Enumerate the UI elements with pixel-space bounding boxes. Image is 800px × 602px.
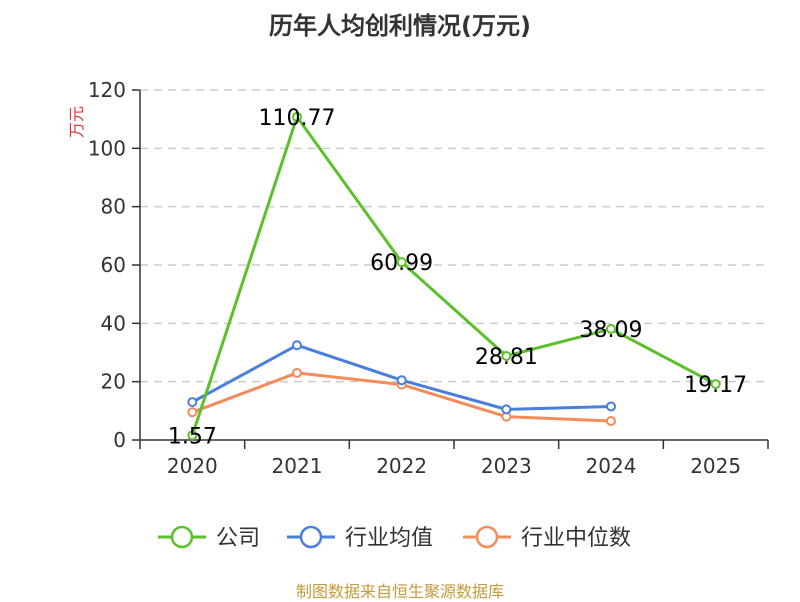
data-point: [396, 375, 407, 386]
data-point: [606, 323, 616, 334]
data-point: [501, 404, 512, 415]
legend-label: 行业均值: [345, 526, 433, 551]
legend-marker: [170, 525, 194, 549]
data-point: [187, 397, 198, 408]
data-point: [606, 416, 616, 427]
series-line: [190, 115, 717, 436]
x-tick-label: 2024: [586, 454, 637, 478]
data-point: [606, 401, 616, 412]
y-tick-label: 80: [101, 195, 126, 219]
data-label: 110.77: [259, 106, 336, 131]
x-tick-label: 2022: [376, 454, 427, 478]
legend-marker: [299, 525, 323, 549]
y-tick-label: 40: [101, 311, 126, 335]
data-point: [187, 407, 198, 418]
y-tick-label: 20: [101, 370, 126, 394]
y-axis-unit-label: 万元: [67, 106, 86, 138]
y-tick-label: 100: [88, 136, 126, 160]
data-label: 60.99: [370, 251, 433, 276]
data-label: 19.17: [684, 373, 747, 398]
chart-title: 历年人均创利情况(万元): [269, 12, 531, 40]
data-point: [396, 257, 407, 268]
data-label: 1.57: [168, 424, 217, 449]
y-tick-label: 60: [101, 253, 126, 277]
data-point: [292, 340, 302, 351]
legend-label: 行业中位数: [521, 526, 631, 551]
data-point: [292, 111, 302, 122]
x-tick-label: 2020: [167, 454, 218, 478]
data-point: [292, 367, 302, 378]
data-label: 38.09: [580, 318, 643, 343]
x-tick-label: 2023: [481, 454, 532, 478]
x-tick-label: 2025: [690, 454, 741, 478]
data-label: 28.81: [475, 345, 538, 370]
data-point: [501, 350, 512, 361]
y-tick-label: 120: [88, 78, 126, 102]
y-tick-label: 0: [113, 428, 126, 452]
x-tick-label: 2021: [272, 454, 323, 478]
data-point: [187, 430, 198, 441]
legend-marker: [475, 525, 499, 549]
source-note: 制图数据来自恒生聚源数据库: [295, 582, 504, 601]
legend-label: 公司: [216, 526, 260, 551]
data-point: [710, 379, 721, 390]
